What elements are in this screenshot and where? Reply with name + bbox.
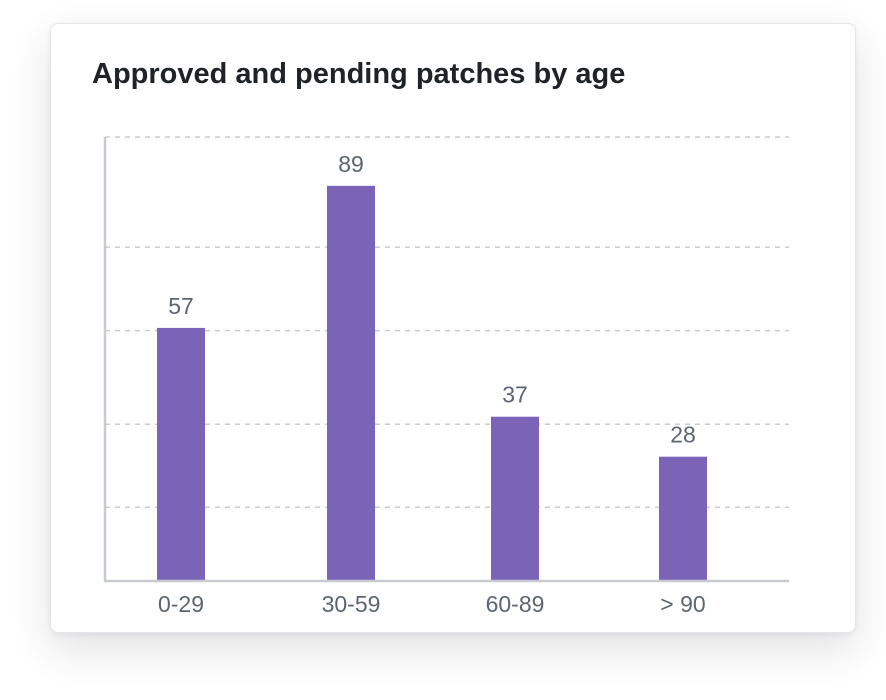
bar-4	[659, 456, 707, 581]
gridlines	[105, 136, 789, 509]
x-tick-label-1: 0-29	[158, 591, 204, 617]
x-tick-label-4: > 90	[660, 591, 705, 617]
chart-axes	[103, 137, 789, 583]
value-labels: 57 89 37 28	[168, 151, 696, 448]
x-tick-labels: 0-29 30-59 60-89 > 90	[158, 591, 706, 617]
bar-value-label-3: 37	[502, 382, 528, 408]
bar-1	[157, 327, 205, 581]
x-tick-label-3: 60-89	[486, 591, 545, 617]
bar-3	[491, 416, 539, 581]
bar-chart: 57 89 37 28 0-29 30-59 60-89 > 90	[103, 136, 789, 617]
chart-title: Approved and pending patches by age	[92, 58, 626, 90]
x-tick-label-2: 30-59	[322, 591, 381, 617]
bar-value-label-4: 28	[670, 422, 696, 448]
chart-card: Approved and pending patches by age 57 89…	[50, 23, 856, 633]
bar-2	[327, 185, 375, 581]
bars	[157, 185, 707, 581]
bar-value-label-1: 57	[168, 293, 194, 319]
bar-value-label-2: 89	[338, 151, 364, 177]
